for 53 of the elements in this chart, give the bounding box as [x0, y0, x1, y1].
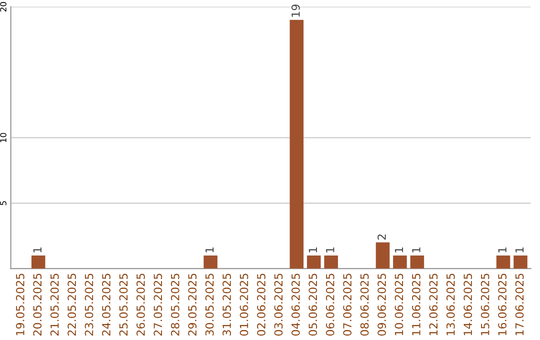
x-tick-label: 08.06.2025	[360, 274, 369, 336]
x-tick-label: 27.05.2025	[154, 274, 162, 336]
x-tick-label: 25.05.2025	[119, 274, 128, 336]
data-label: 2	[378, 234, 386, 240]
x-tick-label: 24.05.2025	[102, 274, 110, 336]
data-label: 1	[498, 248, 506, 252]
bar	[393, 256, 407, 269]
data-label: 1	[206, 248, 214, 252]
bar	[376, 242, 390, 269]
x-tick-label: 16.06.2025	[498, 274, 506, 336]
x-tick-label: 28.05.2025	[170, 274, 180, 336]
x-tick-label: 17.06.2025	[515, 274, 524, 336]
data-label: 19	[291, 4, 300, 17]
x-tick-label: 12.06.2025	[429, 274, 438, 336]
bar	[496, 256, 510, 269]
x-tick-label: 07.06.2025	[343, 274, 352, 336]
bar	[31, 256, 46, 269]
x-tick-label: 20.05.2025	[33, 274, 42, 336]
bar	[290, 20, 304, 269]
x-tick-label: 29.05.2025	[188, 274, 197, 336]
x-tick-label: 01.06.2025	[240, 274, 248, 336]
y-tick-label: 10	[0, 132, 6, 142]
y-tick-label: 20	[0, 2, 6, 12]
x-tick-label: 05.06.2025	[308, 274, 318, 336]
x-tick-label: 22.05.2025	[68, 274, 76, 336]
x-tick-label: 23.05.2025	[84, 274, 94, 336]
x-tick-label: 15.06.2025	[480, 274, 490, 336]
data-label: 1	[326, 248, 334, 252]
x-tick-label: 06.06.2025	[326, 274, 334, 336]
y-tick-label: 5	[0, 201, 6, 206]
data-label: 1	[515, 248, 524, 252]
x-tick-label: 10.06.2025	[394, 274, 404, 336]
data-label: 1	[394, 248, 404, 252]
bar	[324, 256, 338, 269]
x-tick-label: 19.05.2025	[16, 274, 24, 336]
x-tick-label: 14.06.2025	[464, 274, 472, 336]
x-tick-label: 03.06.2025	[274, 274, 283, 336]
x-tick-label: 30.05.2025	[205, 274, 214, 336]
x-tick-label: 11.06.2025	[412, 274, 420, 336]
data-label: 1	[412, 248, 420, 252]
x-tick-label: 02.06.2025	[257, 274, 266, 336]
bar	[410, 256, 424, 269]
x-tick-label: 09.06.2025	[378, 274, 386, 336]
x-tick-label: 04.06.2025	[291, 274, 300, 336]
x-tick-label: 26.05.2025	[136, 274, 145, 336]
bar	[514, 256, 528, 269]
data-label: 1	[33, 248, 42, 252]
x-tick-label: 13.06.2025	[446, 274, 455, 336]
data-label: 1	[308, 248, 317, 252]
x-tick-label: 21.05.2025	[50, 274, 59, 336]
bar	[306, 256, 321, 269]
bar	[204, 256, 218, 269]
x-tick-label: 31.05.2025	[222, 274, 231, 336]
